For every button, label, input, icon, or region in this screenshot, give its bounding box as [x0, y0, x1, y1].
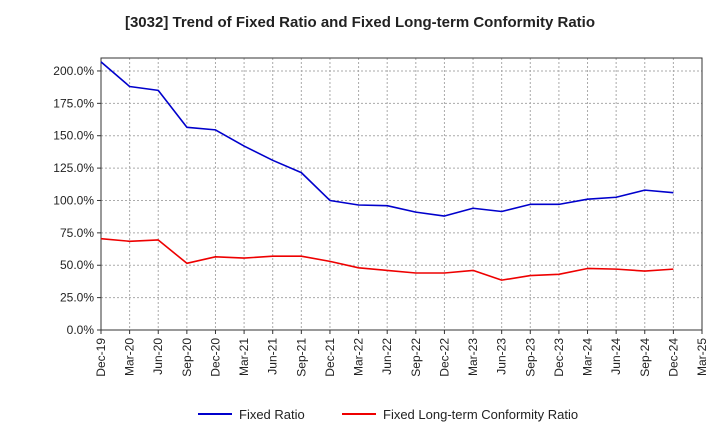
x-tick-label: Sep-24: [638, 338, 652, 377]
x-tick-label: Jun-21: [266, 338, 280, 375]
series-line-1: [100, 61, 674, 217]
x-tick-label: Mar-20: [123, 338, 137, 376]
x-tick-label: Sep-20: [180, 338, 194, 377]
x-tick-label: Sep-21: [294, 338, 308, 377]
series-line-2: [100, 237, 674, 281]
x-tick-label: Mar-23: [466, 338, 480, 376]
y-tick-label: 200.0%: [53, 64, 94, 78]
y-tick-label: 25.0%: [60, 291, 94, 305]
x-tick-label: Dec-23: [552, 338, 566, 377]
x-tick-label: Sep-22: [409, 338, 423, 377]
y-tick-label: 100.0%: [53, 193, 94, 207]
x-tick-label: Dec-24: [666, 338, 680, 377]
x-tick-label: Mar-25: [695, 338, 709, 376]
series-lines: [100, 61, 674, 281]
axes: 0.0% 25.0% 50.0% 75.0% 100.0% 125.0% 150.0% 175…: [53, 57, 709, 377]
legend: Fixed Ratio Fixed Long-term Conformity Ra…: [198, 407, 578, 422]
y-tick-label: 50.0%: [60, 258, 94, 272]
y-tick-label: 75.0%: [60, 226, 94, 240]
y-tick-label: 150.0%: [53, 129, 94, 143]
x-tick-label: Dec-21: [323, 338, 337, 377]
x-tick-label: Dec-19: [94, 338, 108, 377]
grid-lines: [101, 58, 702, 330]
x-tick-label: Dec-22: [437, 338, 451, 377]
y-tick-label: 175.0%: [53, 96, 94, 110]
x-tick-label: Jun-23: [495, 338, 509, 375]
x-tick-label: Jun-22: [380, 338, 394, 375]
chart-title: [3032] Trend of Fixed Ratio and Fixed Lo…: [124, 14, 596, 31]
y-tick-label: 125.0%: [53, 161, 94, 175]
x-tick-label: Dec-20: [208, 338, 222, 377]
legend-label-1: Fixed Ratio: [239, 407, 305, 422]
x-tick-label: Mar-22: [352, 338, 366, 376]
legend-label-2: Fixed Long-term Conformity Ratio: [383, 407, 578, 422]
x-tick-label: Jun-24: [609, 338, 623, 375]
x-tick-label: Sep-23: [523, 338, 537, 377]
x-tick-label: Mar-24: [581, 338, 595, 376]
x-tick-label: Jun-20: [151, 338, 165, 375]
x-tick-label: Mar-21: [237, 338, 251, 376]
plot-frame: [100, 57, 703, 331]
y-tick-label: 0.0%: [67, 323, 95, 337]
